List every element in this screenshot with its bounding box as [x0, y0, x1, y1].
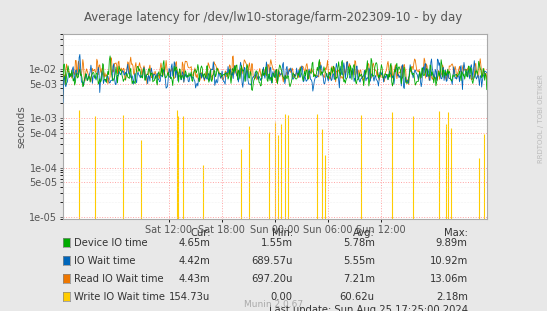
Text: 13.06m: 13.06m	[429, 274, 468, 284]
Text: Read IO Wait time: Read IO Wait time	[74, 274, 164, 284]
Text: 4.43m: 4.43m	[179, 274, 211, 284]
Text: 7.21m: 7.21m	[342, 274, 375, 284]
Text: 689.57u: 689.57u	[251, 256, 293, 266]
Text: 2.18m: 2.18m	[436, 292, 468, 302]
Text: IO Wait time: IO Wait time	[74, 256, 135, 266]
Text: 10.92m: 10.92m	[429, 256, 468, 266]
Y-axis label: seconds: seconds	[16, 105, 26, 148]
Text: 4.42m: 4.42m	[179, 256, 211, 266]
Text: 5.78m: 5.78m	[343, 238, 375, 248]
Text: Average latency for /dev/lw10-storage/farm-202309-10 - by day: Average latency for /dev/lw10-storage/fa…	[84, 11, 463, 24]
Text: Max:: Max:	[444, 228, 468, 238]
Text: 1.55m: 1.55m	[260, 238, 293, 248]
Text: Munin 2.0.67: Munin 2.0.67	[244, 299, 303, 309]
Text: 5.55m: 5.55m	[342, 256, 375, 266]
Text: 154.73u: 154.73u	[170, 292, 211, 302]
Text: Device IO time: Device IO time	[74, 238, 148, 248]
Text: Min:: Min:	[271, 228, 293, 238]
Text: Write IO Wait time: Write IO Wait time	[74, 292, 165, 302]
Text: Last update: Sun Aug 25 17:25:00 2024: Last update: Sun Aug 25 17:25:00 2024	[269, 305, 468, 311]
Text: Cur:: Cur:	[190, 228, 211, 238]
Text: 60.62u: 60.62u	[340, 292, 375, 302]
Text: RRDTOOL / TOBI OETIKER: RRDTOOL / TOBI OETIKER	[538, 74, 544, 163]
Text: 4.65m: 4.65m	[179, 238, 211, 248]
Text: 9.89m: 9.89m	[436, 238, 468, 248]
Text: Avg:: Avg:	[353, 228, 375, 238]
Text: 697.20u: 697.20u	[251, 274, 293, 284]
Text: 0.00: 0.00	[271, 292, 293, 302]
